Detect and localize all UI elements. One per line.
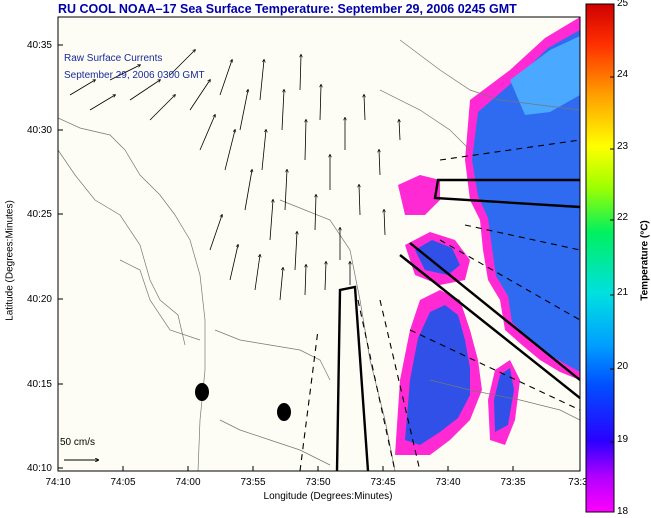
y-tick-label: 40:25 [26, 209, 52, 220]
scale-arrow-label: 50 cm/s [60, 437, 96, 448]
x-tick-label: 74:05 [110, 477, 136, 488]
colorbar-ticks [610, 76, 614, 443]
colorbar-tick-label: 21 [617, 287, 629, 298]
x-tick-label: 74:00 [175, 477, 201, 488]
transect-lines [299, 139, 580, 471]
coastline [58, 39, 580, 471]
current-vectors [69, 50, 400, 301]
x-tick-label: 73:40 [435, 477, 461, 488]
y-tick-label: 40:30 [26, 125, 52, 136]
colorbar-tick-label: 20 [617, 361, 629, 372]
y-tick-label: 40:15 [26, 379, 52, 390]
legend-line-2: September 29, 2006 0300 GMT [64, 70, 205, 81]
radar-site-marker [277, 403, 291, 421]
plot-frame [57, 16, 581, 472]
colorbar-tick-label: 23 [617, 141, 629, 152]
colorbar-tick-label: 24 [617, 69, 629, 80]
colorbar [585, 3, 615, 513]
colorbar-tick-label: 22 [617, 212, 629, 223]
x-tick-label: 73:50 [305, 477, 331, 488]
y-tick-label: 40:20 [26, 294, 52, 305]
study-boxes [335, 178, 580, 471]
colorbar-tick-label: 25 [617, 0, 629, 9]
colorbar-tick-label: 19 [617, 434, 629, 445]
radar-site-marker [195, 383, 209, 401]
y-tick-label: 40:35 [26, 40, 52, 51]
x-tick-label: 73:3 [568, 477, 588, 488]
y-tick-label: 40:10 [26, 463, 52, 474]
x-tick-label: 73:55 [240, 477, 266, 488]
x-tick-label: 74:10 [45, 477, 71, 488]
x-tick-label: 73:45 [370, 477, 396, 488]
legend-line-1: Raw Surface Currents [64, 53, 163, 64]
x-axis-label: Longitude (Degrees:Minutes) [263, 491, 393, 502]
colorbar-tick-label: 18 [617, 506, 629, 517]
sst-field [395, 17, 580, 455]
map-title: RU COOL NOAA–17 Sea Surface Temperature:… [58, 2, 517, 16]
x-tick-label: 73:35 [500, 477, 526, 488]
axis-ticks [58, 44, 514, 471]
